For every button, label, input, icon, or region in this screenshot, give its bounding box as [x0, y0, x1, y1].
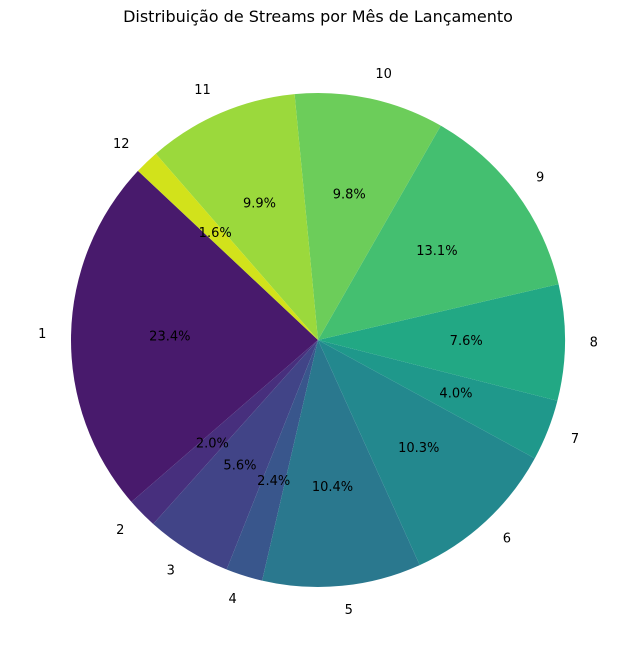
slice-percent-4: 2.4%: [257, 474, 290, 489]
pie-slice-11: [155, 94, 318, 340]
pie-slice-12: [137, 153, 318, 340]
slice-percent-2: 2.0%: [196, 436, 229, 451]
pie-slice-6: [318, 340, 535, 566]
pie-slice-5: [262, 340, 420, 588]
slice-label-8: 8: [590, 335, 598, 350]
slice-percent-11: 9.9%: [243, 196, 276, 211]
slice-percent-8: 7.6%: [450, 334, 483, 349]
pie-slice-4: [226, 340, 318, 581]
slice-percent-3: 5.6%: [223, 458, 256, 473]
pie-slice-3: [153, 340, 318, 570]
slice-label-12: 12: [113, 137, 130, 152]
slice-label-5: 5: [345, 603, 353, 618]
slice-percent-5: 10.4%: [312, 480, 353, 495]
pie-slice-2: [131, 340, 318, 524]
pie-slice-9: [318, 125, 559, 340]
slice-percent-12: 1.6%: [199, 226, 232, 241]
slice-label-2: 2: [116, 523, 124, 538]
chart-title: Distribuição de Streams por Mês de Lança…: [123, 7, 513, 26]
slice-label-10: 10: [375, 67, 392, 82]
slice-label-4: 4: [228, 592, 236, 607]
pie-labels: 1 23.4% 2 2.0% 3 5.6% 4 2.4% 5 10.4% 6 10.3% 7 4.0% 8 7…: [38, 67, 598, 618]
pie-slice-10: [294, 93, 441, 340]
slice-label-7: 7: [571, 432, 579, 447]
slice-percent-1: 23.4%: [149, 330, 190, 345]
slice-label-1: 1: [38, 327, 46, 342]
pie-slice-8: [318, 284, 565, 401]
slice-label-11: 11: [194, 83, 211, 98]
slice-percent-7: 4.0%: [439, 387, 472, 402]
slice-label-3: 3: [167, 563, 175, 578]
slice-label-9: 9: [536, 170, 544, 185]
pie-slices: [70, 93, 565, 588]
slice-label-6: 6: [503, 532, 511, 547]
pie-slice-7: [318, 340, 558, 459]
slice-percent-10: 9.8%: [333, 188, 366, 203]
pie-slice-1: [70, 170, 319, 502]
slice-percent-9: 13.1%: [416, 244, 457, 259]
slice-percent-6: 10.3%: [398, 441, 439, 456]
